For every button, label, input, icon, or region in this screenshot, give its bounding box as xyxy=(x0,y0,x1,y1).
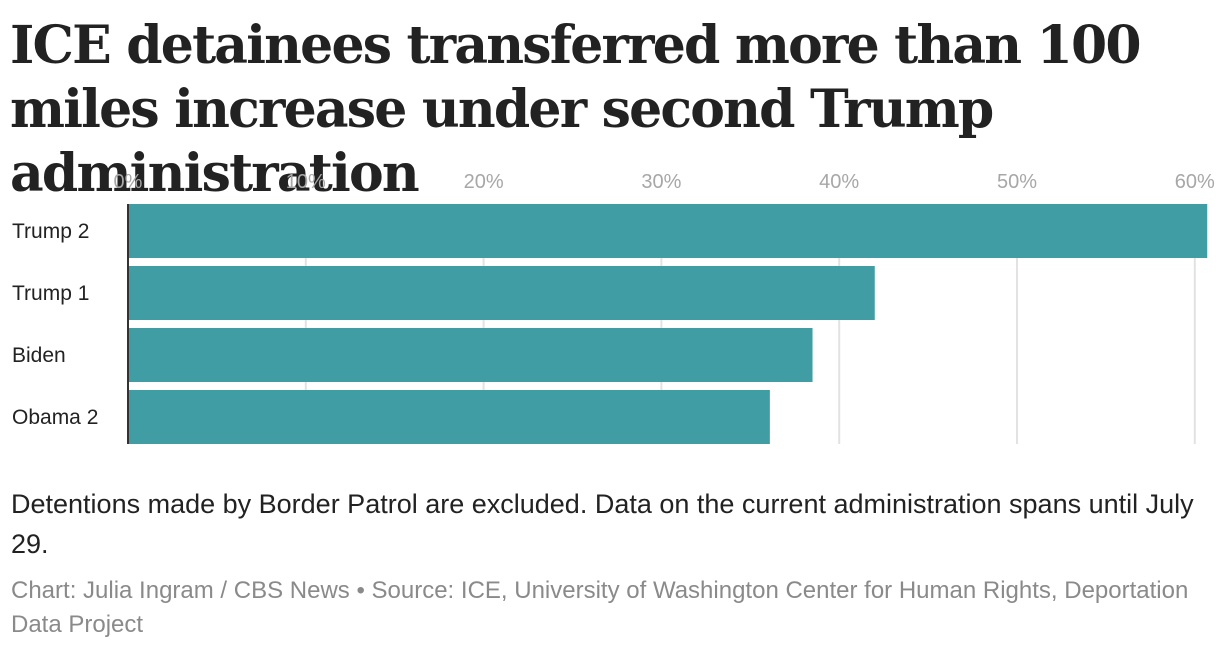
bar-chart: 0% 10% 20% 30% 40% 50% 60% Trump 2 Trump 1 Biden… xyxy=(12,171,1215,444)
x-tick-label: 10% xyxy=(286,171,326,193)
x-tick-label: 50% xyxy=(997,171,1037,193)
category-labels: Trump 2 Trump 1 Biden Obama 2 xyxy=(12,220,98,429)
category-label: Trump 2 xyxy=(12,220,89,243)
x-tick-label: 30% xyxy=(641,171,681,193)
bar-trump-2 xyxy=(128,204,1208,258)
x-tick-label: 60% xyxy=(1175,171,1215,193)
x-tick-label: 20% xyxy=(464,171,504,193)
bar-obama-2 xyxy=(128,390,770,444)
x-axis-ticks: 0% 10% 20% 30% 40% 50% 60% xyxy=(114,171,1215,193)
category-label: Trump 1 xyxy=(12,282,89,305)
chart-note: Detentions made by Border Patrol are exc… xyxy=(11,489,1194,559)
chart-credit: Chart: Julia Ingram / CBS News • Source:… xyxy=(11,577,1189,638)
bars xyxy=(128,204,1208,444)
category-label: Biden xyxy=(12,344,66,367)
bar-biden xyxy=(128,328,813,382)
x-tick-label: 0% xyxy=(114,171,143,193)
x-tick-label: 40% xyxy=(819,171,859,193)
chart-title: ICE detainees transferred more than 100 … xyxy=(10,15,1142,204)
category-label: Obama 2 xyxy=(12,406,98,429)
bar-trump-1 xyxy=(128,266,875,320)
